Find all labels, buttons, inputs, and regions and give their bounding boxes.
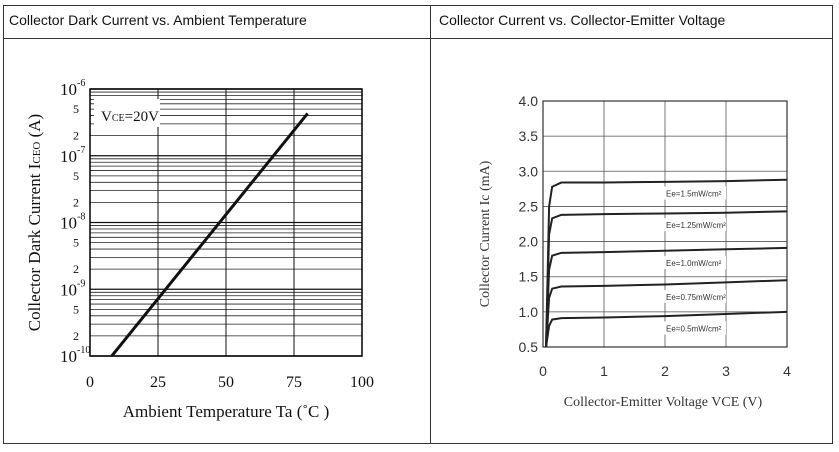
series-label: Ee=0.75mW/cm² [666,293,726,302]
series-label-bg [664,256,726,270]
series-label: Ee=1.0mW/cm² [666,259,722,268]
ic-curve [545,246,788,348]
right-chart: Ee=1.5mW/cm² Ee=1.25mW/cm² Ee=1.0mW/cm² Ee=… [478,93,791,410]
left-ytick-base: 10 [60,280,77,299]
vce-annotation: VCE=20V [101,109,159,125]
left-xtick-label: 100 [350,374,374,391]
left-ylabel-sub: CEO [31,142,43,164]
series-label: Ee=1.25mW/cm² [666,221,726,230]
left-ytick-minor: 2 [73,262,79,276]
left-ytick-base: 10 [60,147,77,166]
left-plot-border [89,88,363,357]
right-ytick-label: 2.5 [519,198,539,214]
left-ytick-minor: 5 [73,236,79,250]
left-ytick-minor: 2 [73,329,79,343]
left-ytick-minor: 5 [73,102,79,116]
right-xtick-label: 1 [600,363,608,379]
left-ytick-decade: 10-7 [60,145,85,166]
left-ytick-exp: -6 [77,78,85,89]
right-xtick-label: 4 [783,363,791,379]
right-ytick-label: 2.0 [519,234,539,250]
series-label-bg [664,321,726,335]
series-label-bg [664,289,726,303]
right-xtick-label: 2 [661,363,669,379]
left-ytick-decade: 10-6 [60,78,85,99]
left-xtick-label: 75 [286,374,302,391]
panel-divider-horizontal [3,38,833,39]
left-ytick-exp: -9 [77,278,85,289]
right-xlabel: Collector-Emitter Voltage VCE (V) [564,395,763,410]
left-ytick-decade: 10-9 [60,278,85,299]
left-ytick-minor: 5 [73,302,79,316]
right-ytick-label: 3.0 [519,163,539,179]
right-ytick-label: 4.0 [519,93,539,109]
right-ylabel: Collector Current Ic (mA) [478,160,493,307]
left-ytick-decade: 10-8 [60,212,85,233]
ic-curve [545,310,788,348]
left-ytick-exp: -7 [77,145,85,156]
left-xtick-label: 0 [86,374,94,391]
left-xtick-label: 50 [218,374,234,391]
right-ytick-label: 1.5 [519,269,539,285]
vce-annotation-main: V [101,109,112,125]
series-label: Ee=1.5mW/cm² [666,190,722,199]
left-ylabel-unit: (A) [25,114,44,142]
left-annotation-bg [94,99,160,127]
figure-frame [3,5,833,444]
right-ytick-label: 0.5 [519,339,539,355]
left-xtick-label: 25 [150,374,166,391]
series-label-bg [664,218,726,232]
left-ylabel: Collector Dark Current ICEO (A) [25,114,44,331]
left-ytick-minor: 2 [73,195,79,209]
right-panel-title: Collector Current vs. Collector-Emitter … [439,12,726,28]
ic-curve [545,210,788,348]
ic-curve [545,178,788,348]
right-ytick-label: 1.0 [519,304,539,320]
left-ytick-base: 10 [60,80,77,99]
left-ytick-minor: 2 [73,129,79,143]
vce-annotation-rest: =20V [125,109,159,125]
left-ytick-base: 10 [60,214,77,233]
left-panel-title: Collector Dark Current vs. Ambient Tempe… [9,12,307,28]
right-plot-border [542,100,788,348]
right-ytick-label: 3.5 [519,128,539,144]
left-ylabel-main: Collector Dark Current I [25,163,44,331]
vce-annotation-sub: CE [112,113,125,124]
left-ytick-decade: 10-10 [60,345,90,366]
left-ytick-exp: -10 [77,345,90,356]
left-ytick-minor: 5 [73,169,79,183]
left-xlabel: Ambient Temperature Ta (˚C ) [123,402,330,421]
left-ytick-exp: -8 [77,212,85,223]
ic-curve [545,279,788,348]
right-xtick-label: 3 [722,363,730,379]
panel-divider-vertical [430,5,431,444]
series-label-bg [664,186,726,200]
left-ytick-base: 10 [60,347,77,366]
series-label: Ee=0.5mW/cm² [666,324,722,333]
right-xtick-label: 0 [539,363,547,379]
dark-current-line [110,112,309,357]
